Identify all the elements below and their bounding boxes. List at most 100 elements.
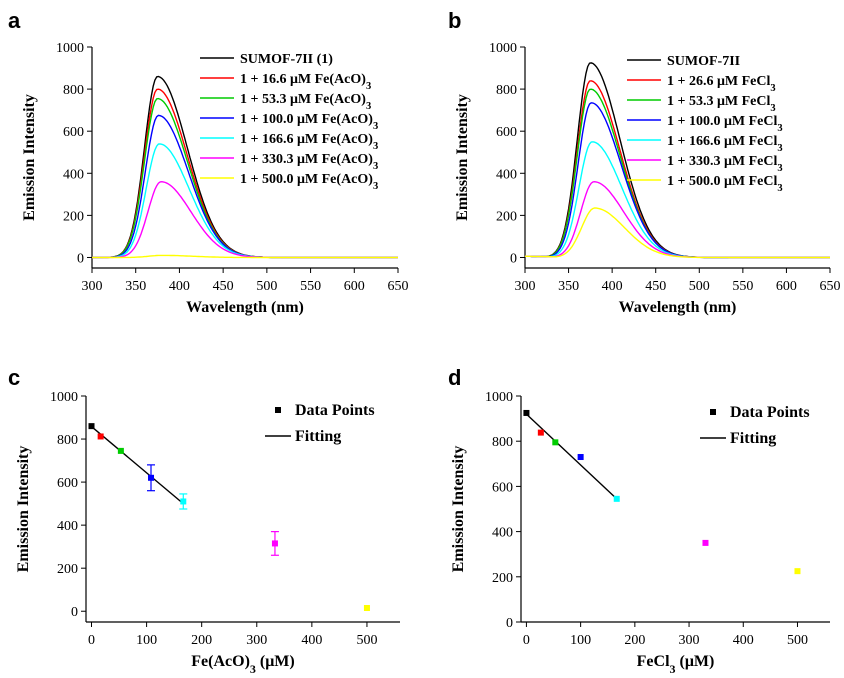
- data-point: [363, 605, 370, 612]
- x-tick-label: 500: [256, 279, 277, 294]
- y-tick-label: 1000: [50, 390, 78, 405]
- x-tick-label: 450: [645, 279, 666, 294]
- y-tick-label: 600: [63, 125, 84, 140]
- y-tick-label: 800: [496, 83, 517, 98]
- y-tick-label: 400: [57, 519, 78, 534]
- y-tick-label: 1000: [485, 390, 513, 405]
- legend-label: 1 + 330.3 μM Fe(AcO)3: [240, 152, 378, 172]
- y-axis-label: Emission Intensity: [21, 94, 38, 221]
- x-tick-label: 600: [776, 279, 797, 294]
- y-tick-label: 800: [492, 435, 513, 450]
- chart-panel-a: 300 350 400 450 500 550 600 650 0 200 400 600 800 100…: [21, 41, 409, 316]
- series-line: [524, 207, 830, 259]
- data-point: [794, 568, 801, 575]
- panel-label-a: a: [8, 8, 21, 33]
- y-axis-label: Emission Intensity: [15, 446, 32, 573]
- panel-label-d: d: [448, 365, 461, 390]
- legend-label: SUMOF-7II (1): [240, 52, 333, 67]
- y-tick-label: 600: [57, 476, 78, 491]
- x-tick-label: 650: [820, 279, 841, 294]
- x-tick-label: 500: [689, 279, 710, 294]
- legend-label: Fitting: [730, 430, 776, 447]
- legend-label: 1 + 330.3 μM FeCl3: [667, 154, 783, 174]
- x-tick-label: 0: [88, 633, 95, 648]
- data-point: [702, 539, 709, 546]
- data-point: [97, 433, 104, 440]
- fit-line: [91, 426, 184, 505]
- y-axis-label: Emission Intensity: [450, 446, 467, 573]
- data-point: [613, 495, 620, 502]
- y-tick-label: 0: [77, 251, 84, 266]
- legend-marker: [710, 409, 716, 415]
- y-tick-label: 200: [57, 562, 78, 577]
- legend-label: 1 + 53.3 μM Fe(AcO)3: [240, 92, 371, 112]
- legend-label: 1 + 16.6 μM Fe(AcO)3: [240, 72, 371, 92]
- y-tick-label: 800: [57, 433, 78, 448]
- x-tick-label: 300: [679, 633, 700, 648]
- x-tick-label: 300: [515, 279, 536, 294]
- x-axis-label: Fe(AcO)3 (μM): [191, 653, 294, 676]
- data-point: [148, 474, 155, 481]
- y-tick-label: 1000: [489, 41, 517, 56]
- x-axis-label: Wavelength (nm): [619, 299, 737, 316]
- chart-panel-d: 0 100 200 300 400 500 0 200 400 600 800 1000 FeCl3 (…: [450, 390, 830, 676]
- panel-label-b: b: [448, 8, 461, 33]
- x-tick-label: 400: [602, 279, 623, 294]
- legend-label: Data Points: [730, 404, 810, 421]
- legend-label: 1 + 500.0 μM FeCl3: [667, 174, 783, 194]
- data-point: [271, 540, 278, 547]
- x-tick-label: 450: [213, 279, 234, 294]
- x-tick-label: 200: [191, 633, 212, 648]
- x-axis-label: FeCl3 (μM): [637, 653, 715, 676]
- data-point: [88, 423, 95, 430]
- x-tick-label: 300: [82, 279, 103, 294]
- panel-label-c: c: [8, 365, 20, 390]
- legend-label: Data Points: [295, 402, 375, 419]
- x-tick-label: 350: [125, 279, 146, 294]
- chart-panel-b: 300 350 400 450 500 550 600 650 0 200 400 600 800 100…: [454, 41, 841, 316]
- x-tick-label: 0: [523, 633, 530, 648]
- legend-label: Fitting: [295, 428, 341, 445]
- series-line: [92, 180, 398, 259]
- fit-line: [525, 413, 618, 500]
- y-tick-label: 800: [63, 83, 84, 98]
- y-tick-label: 400: [492, 526, 513, 541]
- x-tick-label: 550: [732, 279, 753, 294]
- data-point: [117, 447, 124, 454]
- chart-panel-c: 0 100 200 300 400 500 0 200 400 600 800 1000 Fe(AcO)…: [15, 390, 400, 676]
- y-tick-label: 600: [492, 480, 513, 495]
- x-tick-label: 100: [570, 633, 591, 648]
- legend-label: 1 + 166.6 μM FeCl3: [667, 134, 783, 154]
- y-tick-label: 400: [63, 167, 84, 182]
- x-tick-label: 600: [344, 279, 365, 294]
- x-tick-label: 500: [787, 633, 808, 648]
- y-tick-label: 1000: [56, 41, 84, 56]
- legend-label: SUMOF-7II: [667, 54, 740, 69]
- series-line: [92, 254, 398, 259]
- y-tick-label: 0: [71, 605, 78, 620]
- legend-label: 1 + 53.3 μM FeCl3: [667, 94, 776, 114]
- y-tick-label: 600: [496, 125, 517, 140]
- y-tick-label: 0: [510, 251, 517, 266]
- x-tick-label: 650: [388, 279, 409, 294]
- legend-label: 1 + 500.0 μM Fe(AcO)3: [240, 172, 378, 192]
- x-tick-label: 500: [356, 633, 377, 648]
- y-tick-label: 0: [506, 616, 513, 631]
- data-point: [180, 498, 187, 505]
- legend-label: 1 + 26.6 μM FeCl3: [667, 74, 776, 94]
- data-point: [537, 429, 544, 436]
- x-axis-label: Wavelength (nm): [186, 299, 304, 316]
- x-tick-label: 300: [246, 633, 267, 648]
- x-tick-label: 100: [136, 633, 157, 648]
- legend-label: 1 + 100.0 μM Fe(AcO)3: [240, 112, 378, 132]
- data-point: [577, 454, 584, 461]
- x-tick-label: 200: [624, 633, 645, 648]
- x-tick-label: 400: [301, 633, 322, 648]
- x-tick-label: 400: [169, 279, 190, 294]
- y-tick-label: 200: [63, 209, 84, 224]
- data-point: [523, 409, 530, 416]
- legend-label: 1 + 100.0 μM FeCl3: [667, 114, 783, 134]
- y-axis-label: Emission Intensity: [454, 94, 471, 221]
- x-tick-label: 400: [733, 633, 754, 648]
